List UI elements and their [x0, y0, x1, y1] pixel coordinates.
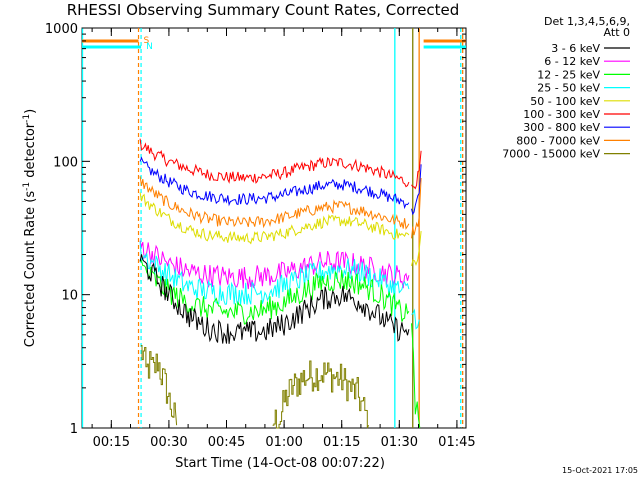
series-line-7 [411, 177, 422, 239]
series-line-2 [140, 260, 410, 325]
x-axis-label: Start Time (14-Oct-08 00:07:22) [175, 456, 385, 471]
legend-label: 50 - 100 keV [530, 95, 600, 108]
legend-label: 12 - 25 keV [537, 68, 600, 81]
y-tick-label: 10 [61, 289, 78, 304]
y-axis-ticks: 1 10 100 1000 [45, 22, 466, 437]
legend-label: 100 - 300 keV [523, 108, 600, 121]
series-line-3 [411, 308, 420, 330]
series-line-4 [411, 231, 422, 267]
chart-title: RHESSI Observing Summary Count Rates, Co… [67, 1, 460, 19]
x-axis-ticks: 00:15 00:30 00:45 01:00 01:15 01:30 01:45 [91, 28, 476, 450]
data-layer: SN [81, 28, 466, 429]
series-line-1 [139, 240, 410, 290]
series-line-4 [139, 192, 410, 245]
y-tick-label: 1000 [45, 22, 78, 37]
x-tick-label: 00:45 [208, 435, 245, 450]
series-line-6 [411, 164, 422, 216]
series-line-3 [139, 241, 410, 306]
legend-label: 800 - 7000 keV [516, 134, 600, 147]
series-line-6 [139, 156, 410, 210]
legend-label: 300 - 800 keV [523, 121, 600, 134]
legend-label: 6 - 12 keV [544, 55, 600, 68]
series-line-5 [139, 138, 410, 188]
legend-label: 3 - 6 keV [551, 42, 600, 55]
footer-timestamp: 15-Oct-2021 17:05 [562, 466, 638, 475]
x-tick-label: 01:00 [265, 435, 302, 450]
series-line-0 [139, 254, 410, 344]
x-tick-label: 01:45 [438, 435, 475, 450]
series-line-2 [411, 323, 421, 429]
y-tick-label: 100 [53, 155, 78, 170]
x-tick-label: 00:15 [93, 435, 130, 450]
y-axis-label: Corrected Count Rate (s-1 detector-1) [22, 109, 38, 347]
marker-label-S: S [144, 36, 150, 46]
legend-header: Det 1,3,4,5,6,9, [544, 15, 630, 28]
series-line-5 [411, 150, 422, 190]
x-tick-label: 01:30 [381, 435, 418, 450]
series-line-8 [140, 345, 178, 426]
legend-label: 7000 - 15000 keV [502, 148, 600, 161]
x-tick-label: 01:15 [323, 435, 360, 450]
x-tick-label: 00:30 [150, 435, 187, 450]
legend-label: 25 - 50 keV [537, 82, 600, 95]
series-line-7 [139, 176, 410, 230]
legend-header: Att 0 [604, 26, 630, 39]
plot-area [81, 27, 467, 429]
series-line-8 [272, 360, 370, 429]
marker-label-N: N [146, 42, 153, 52]
y-tick-label: 1 [70, 422, 78, 437]
